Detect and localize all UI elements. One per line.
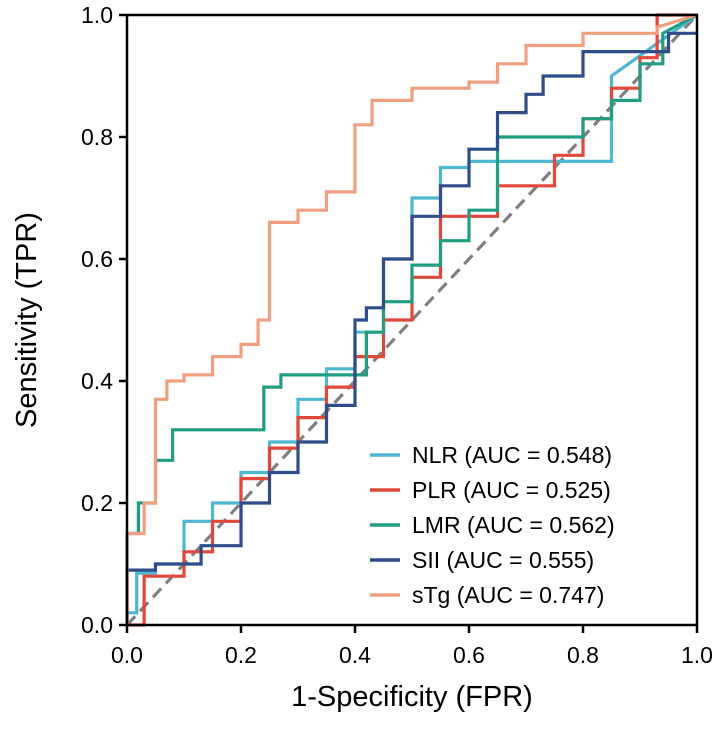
- y-tick-label: 0.0: [81, 612, 113, 638]
- x-tick-label: 1.0: [681, 642, 713, 668]
- x-axis-title: 1-Specificity (FPR): [291, 681, 533, 713]
- y-tick-label: 1.0: [81, 2, 113, 28]
- series-line-stg: [125, 13, 698, 625]
- y-tick-label: 0.8: [81, 124, 113, 150]
- legend-label-stg: sTg (AUC = 0.747): [412, 582, 604, 608]
- legend-label-sii: SII (AUC = 0.555): [412, 547, 594, 573]
- plot-area: [125, 13, 699, 627]
- legend-label-lmr: LMR (AUC = 0.562): [412, 512, 615, 538]
- x-tick-label: 0.4: [339, 642, 371, 668]
- series-line-sii: [125, 31, 697, 625]
- axes: 0.0 0.2 0.4 0.6 0.8 1.0 0.0 0.2 0.4 0.6 0.8 1.0: [81, 2, 713, 668]
- legend-label-nlr: NLR (AUC = 0.548): [412, 442, 612, 468]
- y-axis-title: Sensitivity (TPR): [11, 212, 43, 428]
- x-tick-label: 0.0: [111, 642, 143, 668]
- series-line-lmr: [125, 13, 698, 625]
- legend: NLR (AUC = 0.548) PLR (AUC = 0.525) LMR (A…: [370, 442, 615, 608]
- diagonal-reference-line: [125, 13, 699, 627]
- y-tick-label: 0.2: [81, 490, 113, 516]
- x-tick-label: 0.2: [225, 642, 257, 668]
- y-tick-label: 0.6: [81, 246, 113, 272]
- x-tick-label: 0.8: [567, 642, 599, 668]
- legend-label-plr: PLR (AUC = 0.525): [412, 477, 611, 503]
- y-tick-label: 0.4: [81, 368, 113, 394]
- x-tick-label: 0.6: [453, 642, 485, 668]
- plot-frame: [125, 13, 699, 627]
